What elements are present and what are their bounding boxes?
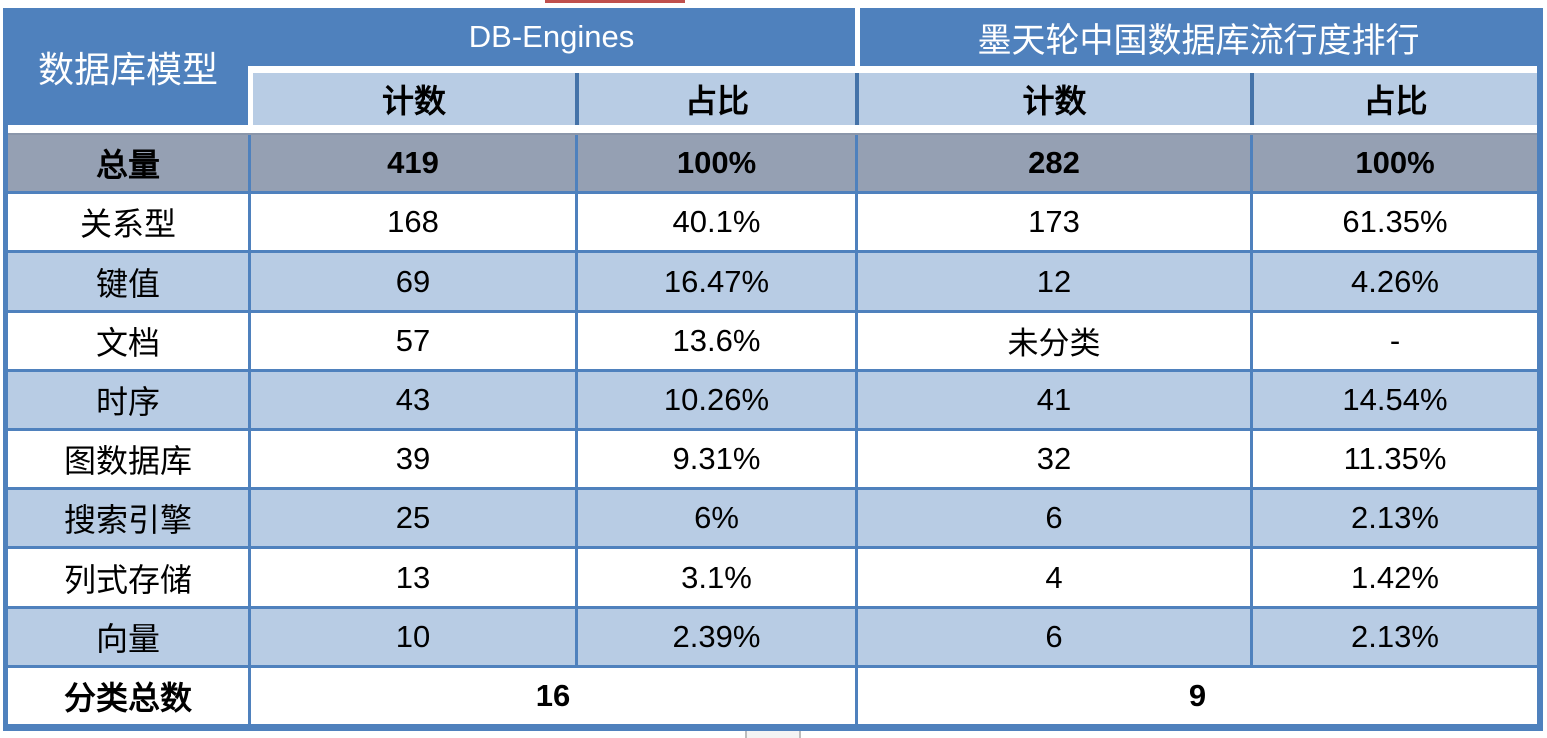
cell-db-percent: 100% xyxy=(575,135,855,192)
cell-db-count: 419 xyxy=(248,135,575,192)
cell-db-count: 43 xyxy=(248,371,575,429)
cell-modb-count: 6 xyxy=(855,490,1250,547)
column-group-modb-ranking: 墨天轮中国数据库流行度排行 xyxy=(855,8,1537,66)
cell-modb-count: 6 xyxy=(855,608,1250,665)
row-label: 时序 xyxy=(95,383,160,420)
cell-db-count: 13 xyxy=(248,549,575,606)
row-label: 键值 xyxy=(95,265,160,302)
table-header: 数据库模型 DB-Engines 墨天轮中国数据库流行度排行 计数 占比 计数 … xyxy=(8,8,1537,125)
column-group-db-engines: DB-Engines xyxy=(248,8,855,66)
cell-db-percent: 10.26% xyxy=(575,371,855,429)
row-label: 文档 xyxy=(95,324,160,361)
cell-modb-count: 未分类 xyxy=(855,312,1250,369)
table-row-document: 文档 57 13.6% 未分类 - xyxy=(8,309,1537,369)
subheader-db-percent: 占比 xyxy=(575,73,855,125)
cell-modb-count: 282 xyxy=(855,135,1250,192)
cell-modb-category-total: 9 xyxy=(855,667,1537,725)
cell-db-percent: 9.31% xyxy=(575,431,855,488)
cell-modb-percent: 1.42% xyxy=(1250,549,1537,606)
cell-db-percent: 16.47% xyxy=(575,253,855,310)
cell-modb-percent: 14.54% xyxy=(1250,371,1537,429)
row-label: 图数据库 xyxy=(63,443,192,480)
table-row-time-series: 时序 43 10.26% 41 14.54% xyxy=(8,368,1537,429)
header-right-area: DB-Engines 墨天轮中国数据库流行度排行 计数 占比 计数 占比 xyxy=(248,8,1537,125)
cell-db-count: 39 xyxy=(248,431,575,488)
cell-modb-percent: 2.13% xyxy=(1250,608,1537,665)
subheader-db-count: 计数 xyxy=(248,73,575,125)
cell-db-percent: 2.39% xyxy=(575,608,855,665)
cell-modb-percent: 2.13% xyxy=(1250,490,1537,547)
cell-db-count: 168 xyxy=(248,194,575,251)
cell-modb-count: 12 xyxy=(855,253,1250,310)
cell-db-percent: 40.1% xyxy=(575,194,855,251)
cell-modb-percent: 61.35% xyxy=(1250,194,1537,251)
row-label: 关系型 xyxy=(79,206,176,243)
table-row-graph: 图数据库 39 9.31% 32 11.35% xyxy=(8,428,1537,488)
red-line-artifact xyxy=(545,0,685,3)
column-group-row: DB-Engines 墨天轮中国数据库流行度排行 xyxy=(248,8,1537,66)
row-label: 分类总数 xyxy=(63,679,192,716)
cell-db-count: 57 xyxy=(248,312,575,369)
table-row-category-totals: 分类总数 16 9 xyxy=(8,664,1537,725)
row-label: 总量 xyxy=(95,147,160,184)
cell-modb-percent: - xyxy=(1250,312,1537,369)
cell-modb-percent: 100% xyxy=(1250,135,1537,192)
cell-modb-count: 41 xyxy=(855,371,1250,429)
cell-modb-count: 32 xyxy=(855,431,1250,488)
header-divider xyxy=(248,66,1537,73)
header-body-divider xyxy=(8,125,1537,133)
cell-modb-percent: 11.35% xyxy=(1250,431,1537,488)
table-row-columnar: 列式存储 13 3.1% 4 1.42% xyxy=(8,546,1537,606)
scrollbar-fragment-artifact xyxy=(745,731,801,738)
cell-db-count: 69 xyxy=(248,253,575,310)
corner-header-model: 数据库模型 xyxy=(8,8,248,125)
cell-db-count: 25 xyxy=(248,490,575,547)
table-row-key-value: 键值 69 16.47% 12 4.26% xyxy=(8,250,1537,310)
row-label: 列式存储 xyxy=(63,561,192,598)
table-row-total: 总量 419 100% 282 100% xyxy=(8,133,1537,192)
subheader-modb-percent: 占比 xyxy=(1250,73,1537,125)
cell-db-count: 10 xyxy=(248,608,575,665)
cell-db-percent: 13.6% xyxy=(575,312,855,369)
table-row-relational: 关系型 168 40.1% 173 61.35% xyxy=(8,191,1537,251)
cell-modb-count: 173 xyxy=(855,194,1250,251)
sub-header-row: 计数 占比 计数 占比 xyxy=(248,73,1537,125)
cell-modb-count: 4 xyxy=(855,549,1250,606)
cell-db-percent: 6% xyxy=(575,490,855,547)
row-label: 向量 xyxy=(95,620,160,657)
row-label: 搜索引擎 xyxy=(63,502,192,539)
cell-modb-percent: 4.26% xyxy=(1250,253,1537,310)
subheader-modb-count: 计数 xyxy=(855,73,1250,125)
cell-db-percent: 3.1% xyxy=(575,549,855,606)
table-row-vector: 向量 10 2.39% 6 2.13% xyxy=(8,605,1537,665)
cell-db-category-total: 16 xyxy=(248,667,855,725)
table-row-search-engine: 搜索引擎 25 6% 6 2.13% xyxy=(8,487,1537,547)
database-model-comparison-table: 数据库模型 DB-Engines 墨天轮中国数据库流行度排行 计数 占比 计数 … xyxy=(3,8,1543,731)
